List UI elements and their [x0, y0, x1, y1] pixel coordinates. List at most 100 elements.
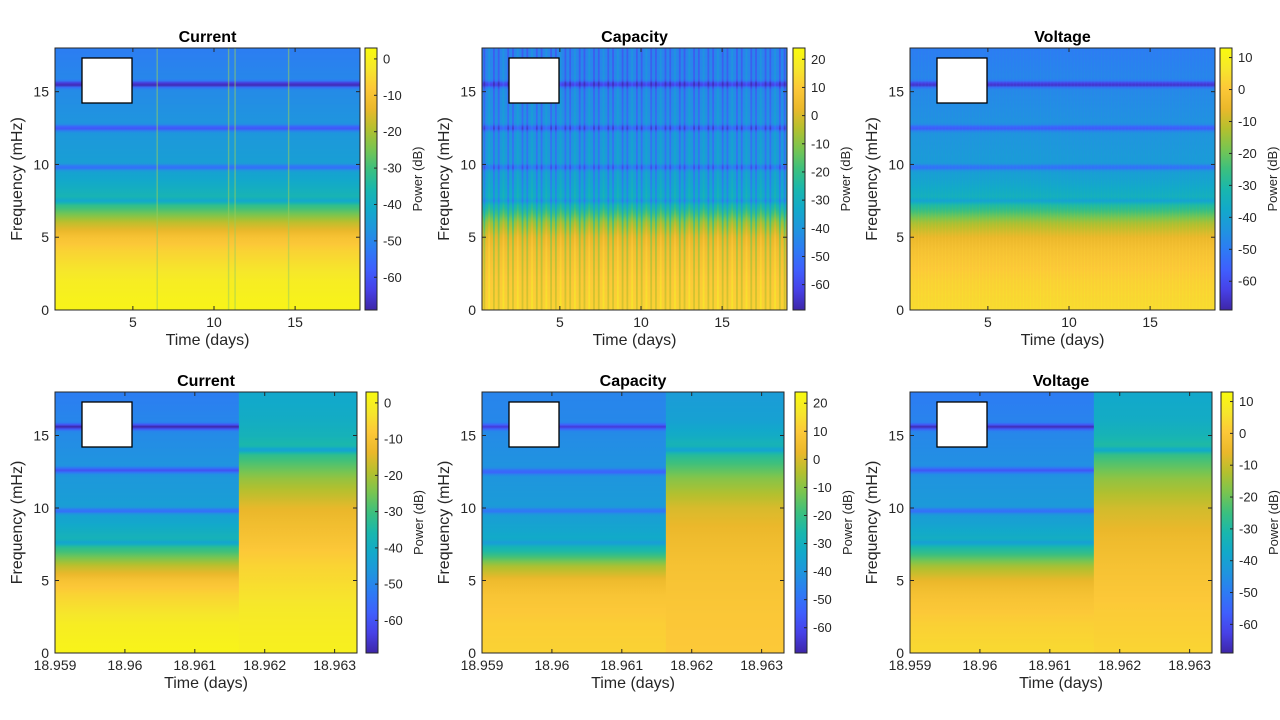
- time-stripe: [1084, 48, 1086, 310]
- time-stripe: [1189, 48, 1191, 310]
- time-stripe: [607, 48, 610, 310]
- time-stripe: [1114, 48, 1116, 310]
- time-stripe: [693, 48, 695, 310]
- time-stripe: [1185, 48, 1187, 310]
- time-stripe: [507, 48, 510, 310]
- time-stripe: [488, 48, 491, 310]
- y-tick-label: 5: [468, 573, 476, 589]
- colorbar-tick-label: -60: [813, 620, 832, 635]
- colorbar-tick-label: 0: [1239, 426, 1246, 441]
- time-stripe: [583, 48, 586, 310]
- time-stripe: [1199, 48, 1201, 310]
- time-stripe: [1141, 48, 1143, 310]
- colorbar: [794, 391, 808, 654]
- x-axis-label: Time (days): [166, 332, 250, 349]
- time-stripe: [1161, 48, 1163, 310]
- time-stripe: [783, 48, 786, 310]
- colorbar-tick-label: -10: [813, 480, 832, 495]
- panel-capacity-top: Capacity 5 10 15 0 5 10 15 Time (days) Frequency …: [436, 29, 853, 349]
- y-axis-label: Frequency (mHz): [9, 461, 26, 585]
- x-tick-label: 5: [129, 314, 137, 330]
- time-stripe: [1087, 48, 1089, 310]
- time-stripe: [1063, 48, 1065, 310]
- colorbar-tick-label: 10: [1238, 50, 1252, 65]
- time-stripe: [995, 48, 997, 310]
- colorbar-tick-label: 10: [1239, 394, 1253, 409]
- time-stripe: [1056, 48, 1058, 310]
- time-stripe: [645, 48, 648, 310]
- colorbar-tick-label: 0: [811, 108, 818, 123]
- colorbar-tick-label: -20: [1238, 146, 1257, 161]
- x-tick-label: 18.963: [740, 657, 783, 673]
- y-tick-label: 5: [468, 229, 476, 245]
- time-stripe: [716, 48, 719, 310]
- time-stripe: [774, 48, 776, 310]
- axes-frame: [909, 391, 1213, 654]
- time-stripe: [550, 48, 553, 310]
- colorbar-tick-label: -60: [1239, 617, 1258, 632]
- time-stripe: [702, 48, 705, 310]
- time-stripe: [928, 48, 930, 310]
- time-stripe: [697, 48, 700, 310]
- panel-capacity-bottom: Capacity 18.959 18.96 18.961 18.962 18.963 0 5 1…: [436, 373, 855, 692]
- chart-title: Capacity: [601, 29, 668, 46]
- time-stripe: [1209, 48, 1211, 310]
- time-stripe: [531, 48, 533, 310]
- time-stripe: [521, 48, 524, 310]
- time-stripe: [968, 48, 970, 310]
- time-stripe: [1026, 48, 1028, 310]
- time-stripe: [1104, 48, 1106, 310]
- colorbar-tick-label: -30: [811, 193, 830, 208]
- y-axis-label: Frequency (mHz): [436, 117, 453, 241]
- time-stripe: [911, 48, 913, 310]
- time-stripe: [1145, 48, 1147, 310]
- colorbar-tick-label: 0: [813, 452, 820, 467]
- x-tick-label: 18.961: [173, 657, 216, 673]
- colorbar: [364, 47, 378, 311]
- colorbar-tick-label: 0: [383, 51, 390, 66]
- time-stripe: [1134, 48, 1136, 310]
- time-stripe: [726, 48, 729, 310]
- x-tick-label: 10: [206, 314, 222, 330]
- x-tick-label: 10: [633, 314, 649, 330]
- colorbar-tick-label: -20: [384, 468, 403, 483]
- colorbar-label: Power (dB): [1266, 490, 1280, 555]
- y-tick-label: 5: [41, 573, 49, 589]
- y-tick-label: 0: [41, 302, 49, 318]
- panel-current-bottom: Current 18.959 18.96 18.961 18.962 18.963 0 5 10…: [9, 373, 426, 692]
- x-tick-label: 5: [984, 314, 992, 330]
- time-stripe: [945, 48, 947, 310]
- colorbar-tick-label: -30: [813, 536, 832, 551]
- time-stripe: [1121, 48, 1123, 310]
- y-tick-label: 10: [888, 156, 904, 172]
- colorbar-tick-label: -40: [384, 540, 403, 555]
- time-stripe: [683, 48, 686, 310]
- time-stripe: [1158, 48, 1160, 310]
- panel-voltage-top: Voltage 5 10 15 0 5 10 15 Time (days) Frequency (…: [864, 29, 1280, 349]
- chart-title: Current: [177, 373, 235, 390]
- colorbar-tick-label: -60: [811, 277, 830, 292]
- time-stripe: [612, 48, 614, 310]
- x-axis-label: Time (days): [1021, 332, 1105, 349]
- time-stripe: [635, 48, 638, 310]
- x-tick-label: 15: [287, 314, 303, 330]
- time-stripe: [1033, 48, 1035, 310]
- time-stripe: [234, 48, 236, 310]
- time-stripe: [1094, 48, 1096, 310]
- time-stripe: [1148, 48, 1150, 310]
- x-tick-label: 18.959: [34, 657, 77, 673]
- time-stripe: [502, 48, 505, 310]
- time-stripe: [1195, 48, 1197, 310]
- time-stripe: [1009, 48, 1011, 310]
- time-stripe: [917, 48, 919, 310]
- time-stripe: [764, 48, 767, 310]
- time-stripe: [978, 48, 980, 310]
- x-tick-label: 15: [714, 314, 730, 330]
- panel-voltage-bottom: Voltage 18.959 18.96 18.961 18.962 18.963 0 5 10…: [864, 373, 1280, 692]
- legend-placeholder-box: [508, 401, 560, 448]
- time-stripe: [712, 48, 715, 310]
- time-stripe: [526, 48, 529, 310]
- x-tick-label: 18.959: [889, 657, 932, 673]
- time-stripe: [1036, 48, 1038, 310]
- legend-placeholder-box: [936, 401, 988, 448]
